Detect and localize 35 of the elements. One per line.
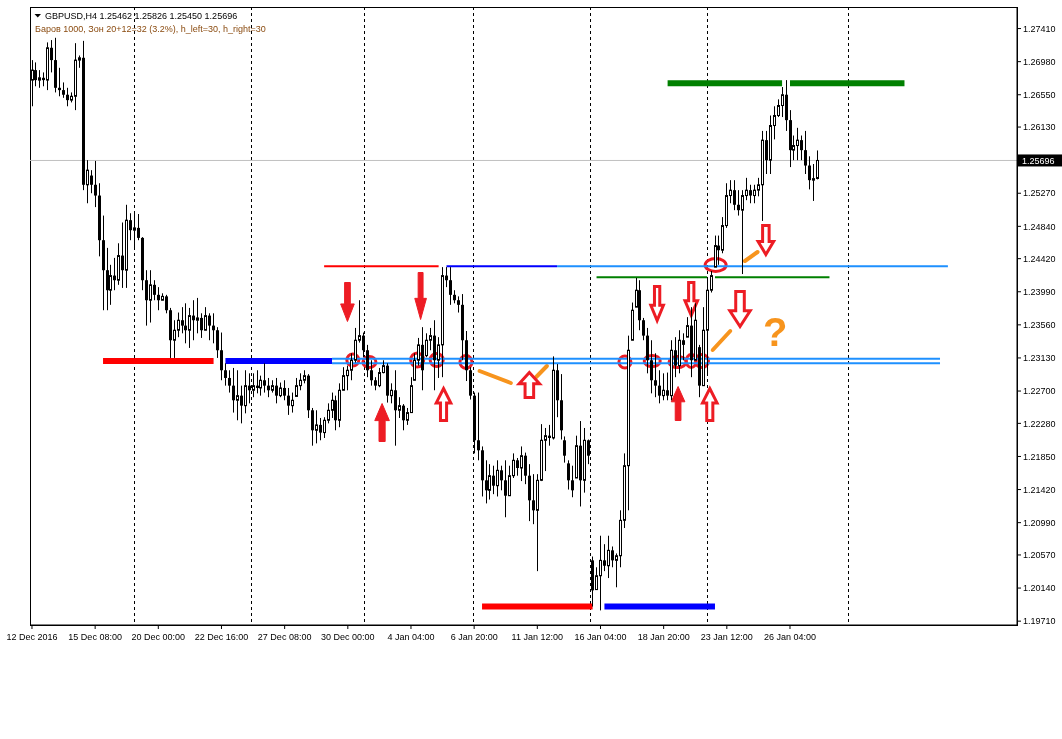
y-tick-label: 1.20140 <box>1023 583 1056 594</box>
y-tick-label: 1.24840 <box>1023 221 1056 232</box>
x-tick-label: 22 Dec 16:00 <box>194 632 249 642</box>
x-tick-label: 26 Jan 04:00 <box>763 632 817 642</box>
y-tick-label: 1.23560 <box>1023 320 1056 331</box>
y-tick-label: 1.26130 <box>1023 122 1056 133</box>
x-tick-label: 6 Jan 20:00 <box>450 632 498 642</box>
x-tick-label: 11 Jan 12:00 <box>511 632 564 642</box>
y-tick-label: 1.22280 <box>1023 418 1056 429</box>
y-tick-label: 1.26550 <box>1023 89 1056 100</box>
x-tick-label: 12 Dec 2016 <box>6 632 58 642</box>
y-tick-label: 1.26980 <box>1023 56 1056 67</box>
y-tick-label: 1.20570 <box>1023 550 1056 561</box>
x-tick-label: 18 Jan 20:00 <box>637 632 690 642</box>
x-tick-label: 16 Jan 04:00 <box>574 632 627 642</box>
x-tick-label: 20 Dec 00:00 <box>131 632 186 642</box>
y-tick-label: 1.21850 <box>1023 451 1056 462</box>
y-tick-label: 1.19710 <box>1023 616 1056 627</box>
x-tick-label: 4 Jan 04:00 <box>387 632 435 642</box>
ref-line-label: 1.25696 <box>1022 155 1055 166</box>
x-tick-label: 30 Dec 00:00 <box>321 632 375 642</box>
y-tick-label: 1.25270 <box>1023 188 1056 199</box>
text: Баров 1000, Зон 20+12=32 (3.2%), h_left=30, h_right=30 <box>35 24 266 34</box>
y-tick-label: 1.24420 <box>1023 253 1056 264</box>
x-tick-label: 15 Dec 08:00 <box>68 632 122 642</box>
y-tick-label: 1.27410 <box>1023 23 1056 34</box>
y-tick-label: 1.20990 <box>1023 517 1056 528</box>
x-tick-label: 27 Dec 08:00 <box>257 632 312 642</box>
y-tick-label: 1.23990 <box>1023 286 1056 297</box>
y-tick-label: 1.23130 <box>1023 353 1056 364</box>
x-tick-label: 23 Jan 12:00 <box>700 632 753 642</box>
y-tick-label: 1.22700 <box>1023 386 1056 397</box>
chart-title: GBPUSD,H4 1.25462 1.25826 1.25450 1.25696 <box>45 11 238 21</box>
y-tick-label: 1.21420 <box>1023 484 1056 495</box>
annotation: ? <box>762 310 788 354</box>
